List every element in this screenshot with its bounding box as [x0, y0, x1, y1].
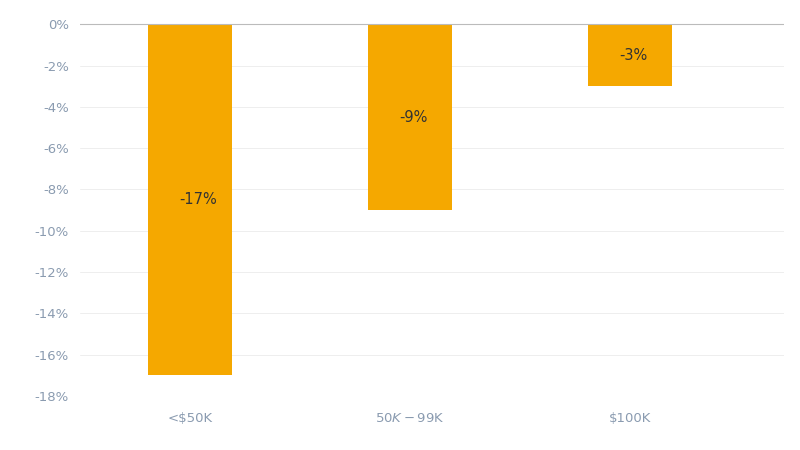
Bar: [588, 24, 672, 86]
Text: -3%: -3%: [619, 48, 647, 63]
Bar: [368, 24, 452, 210]
Text: -17%: -17%: [179, 192, 217, 207]
Bar: [148, 24, 232, 375]
Text: -9%: -9%: [399, 110, 427, 125]
